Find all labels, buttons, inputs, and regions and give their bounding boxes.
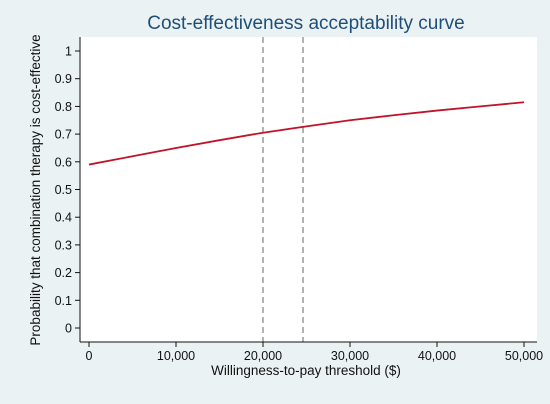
x-tick-label: 30,000 [331, 349, 369, 363]
x-tick-label: 0 [86, 349, 93, 363]
chart-title: Cost-effectiveness acceptability curve [147, 13, 465, 34]
reference-lines [262, 37, 304, 342]
y-tick-label: 0.6 [55, 155, 72, 169]
y-tick-label: 1 [65, 45, 72, 59]
x-tick-label: 10,000 [157, 349, 195, 363]
y-axis-ticks: 0 0.1 0.2 0.3 0.4 0.5 0.6 0.7 0.8 0.9 1 [55, 45, 80, 336]
y-tick-label: 0.2 [55, 266, 72, 280]
series-line-1 [88, 101, 525, 166]
y-tick-label: 0 [65, 322, 72, 336]
y-tick-label: 0.3 [55, 238, 72, 252]
x-tick-label: 50,000 [505, 349, 543, 363]
y-tick-label: 0.5 [55, 183, 72, 197]
x-tick-label: 20,000 [244, 349, 282, 363]
x-tick-label: 40,000 [418, 349, 456, 363]
x-axis-label: Willingness-to-pay threshold ($) [211, 363, 401, 378]
y-axis-label: Probability that combination therapy is … [28, 34, 43, 345]
y-tick-label: 0.7 [55, 128, 72, 142]
y-tick-label: 0.9 [55, 72, 72, 86]
x-axis-ticks: 0 10,000 20,000 30,000 40,000 50,000 [86, 342, 543, 363]
plot-area [80, 37, 537, 342]
y-tick-label: 0.8 [55, 100, 72, 114]
y-tick-label: 0.1 [55, 294, 72, 308]
series-group [88, 101, 525, 166]
y-tick-label: 0.4 [55, 211, 72, 225]
